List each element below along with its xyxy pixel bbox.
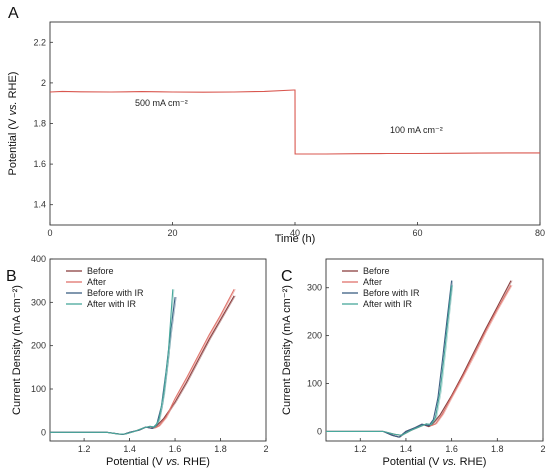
series-line-shadow-before	[51, 295, 236, 435]
x-axis-label-part: vs.	[442, 456, 456, 468]
legend-entry: After with IR	[87, 299, 137, 309]
legend-entry: Before with IR	[363, 288, 420, 298]
y-tick-label: 100	[307, 379, 322, 389]
series-line-after-with-ir	[50, 289, 174, 435]
y-axis-label-part: vs.	[7, 101, 19, 115]
series-line-shadow-after	[51, 289, 236, 435]
legend-entry: After	[363, 277, 382, 287]
current-density-annotation: 100 mA cm⁻²	[390, 125, 443, 135]
x-tick-label: 1.6	[169, 444, 182, 454]
y-tick-label: 0	[41, 427, 46, 437]
x-axis-label: Potential (V vs. RHE)	[106, 456, 210, 468]
y-tick-label: 2.2	[33, 37, 46, 47]
x-axis-label: Time (h)	[275, 233, 316, 245]
current-density-annotation: 500 mA cm⁻²	[135, 98, 188, 108]
x-axis-label-part: Potential (V	[383, 456, 443, 468]
y-tick-label: 400	[31, 254, 46, 264]
x-tick-label: 60	[412, 228, 422, 238]
panel-label-a: A	[8, 5, 19, 22]
y-tick-label: 300	[307, 283, 322, 293]
x-axis-label: Potential (V vs. RHE)	[383, 456, 487, 468]
y-tick-label: 1.6	[33, 159, 46, 169]
x-tick-label: 40	[290, 228, 300, 238]
legend-entry: After	[87, 277, 106, 287]
series-line-shadow-after-with-ir	[51, 289, 175, 435]
y-tick-label: 200	[31, 341, 46, 351]
series-line-shadow-before-with-ir	[51, 297, 177, 435]
y-tick-label: 1.4	[33, 200, 46, 210]
series-line-after	[326, 285, 512, 436]
series-line-before	[50, 295, 235, 436]
series-line-before-with-ir	[326, 280, 453, 438]
legend-entry: Before with IR	[87, 288, 144, 298]
y-tick-label: 1.8	[33, 119, 46, 129]
plot-frame-c	[325, 258, 544, 442]
plot-frame-b	[49, 258, 267, 442]
legend-entry: Before	[363, 266, 390, 276]
y-tick-label: 2	[41, 78, 46, 88]
y-axis-label-part: RHE)	[7, 72, 19, 102]
legend-entry: Before	[87, 266, 114, 276]
x-tick-label: 1.2	[78, 444, 91, 454]
x-axis-label-part: RHE)	[457, 456, 487, 468]
legend-entry: After with IR	[363, 299, 413, 309]
y-axis-label: Current Density (mA cm⁻²)	[11, 285, 23, 415]
y-axis-label: Current Density (mA cm⁻²)	[281, 285, 293, 415]
x-tick-label: 1.2	[354, 444, 367, 454]
y-axis-label: Potential (V vs. RHE)	[7, 72, 19, 176]
y-tick-label: 0	[317, 426, 322, 436]
series-line-shadow-after-with-ir	[327, 285, 454, 436]
y-tick-label: 200	[307, 331, 322, 341]
x-tick-label: 1.4	[400, 444, 413, 454]
x-tick-label: 20	[167, 228, 177, 238]
x-tick-label: 0	[47, 228, 52, 238]
x-tick-label: 1.8	[214, 444, 227, 454]
series-line-chronopotentiometry	[49, 89, 540, 155]
x-axis-label-part: Potential (V	[106, 456, 166, 468]
x-tick-label: 2	[540, 444, 545, 454]
x-tick-label: 80	[535, 228, 545, 238]
x-axis-label-part: vs.	[166, 456, 180, 468]
series-line-shadow-after	[327, 285, 513, 436]
x-axis-label-part: RHE)	[180, 456, 210, 468]
x-tick-label: 1.8	[491, 444, 504, 454]
series-line-after	[50, 289, 235, 435]
panel-label-b: B	[6, 268, 17, 285]
x-tick-label: 1.4	[123, 444, 136, 454]
x-tick-label: 2	[263, 444, 268, 454]
y-tick-label: 300	[31, 297, 46, 307]
x-tick-label: 1.6	[445, 444, 458, 454]
series-line-before-with-ir	[50, 297, 176, 436]
panel-label-c: C	[281, 268, 293, 285]
y-axis-label-part: Potential (V	[7, 116, 19, 176]
y-tick-label: 100	[31, 384, 46, 394]
